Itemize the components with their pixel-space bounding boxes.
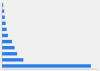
chart-container xyxy=(0,0,100,71)
chart-svg xyxy=(0,0,100,71)
x-axis-line xyxy=(2,69,98,70)
bar xyxy=(2,16,5,19)
bar xyxy=(2,34,8,37)
bar xyxy=(2,9,4,12)
bars xyxy=(2,3,91,67)
bar xyxy=(2,22,6,25)
bar xyxy=(2,46,15,49)
bar xyxy=(2,28,7,31)
bar xyxy=(2,52,17,55)
bar xyxy=(2,40,12,43)
bar xyxy=(2,58,23,61)
y-axis-line xyxy=(2,2,3,69)
background xyxy=(0,0,100,71)
bar xyxy=(2,64,91,67)
